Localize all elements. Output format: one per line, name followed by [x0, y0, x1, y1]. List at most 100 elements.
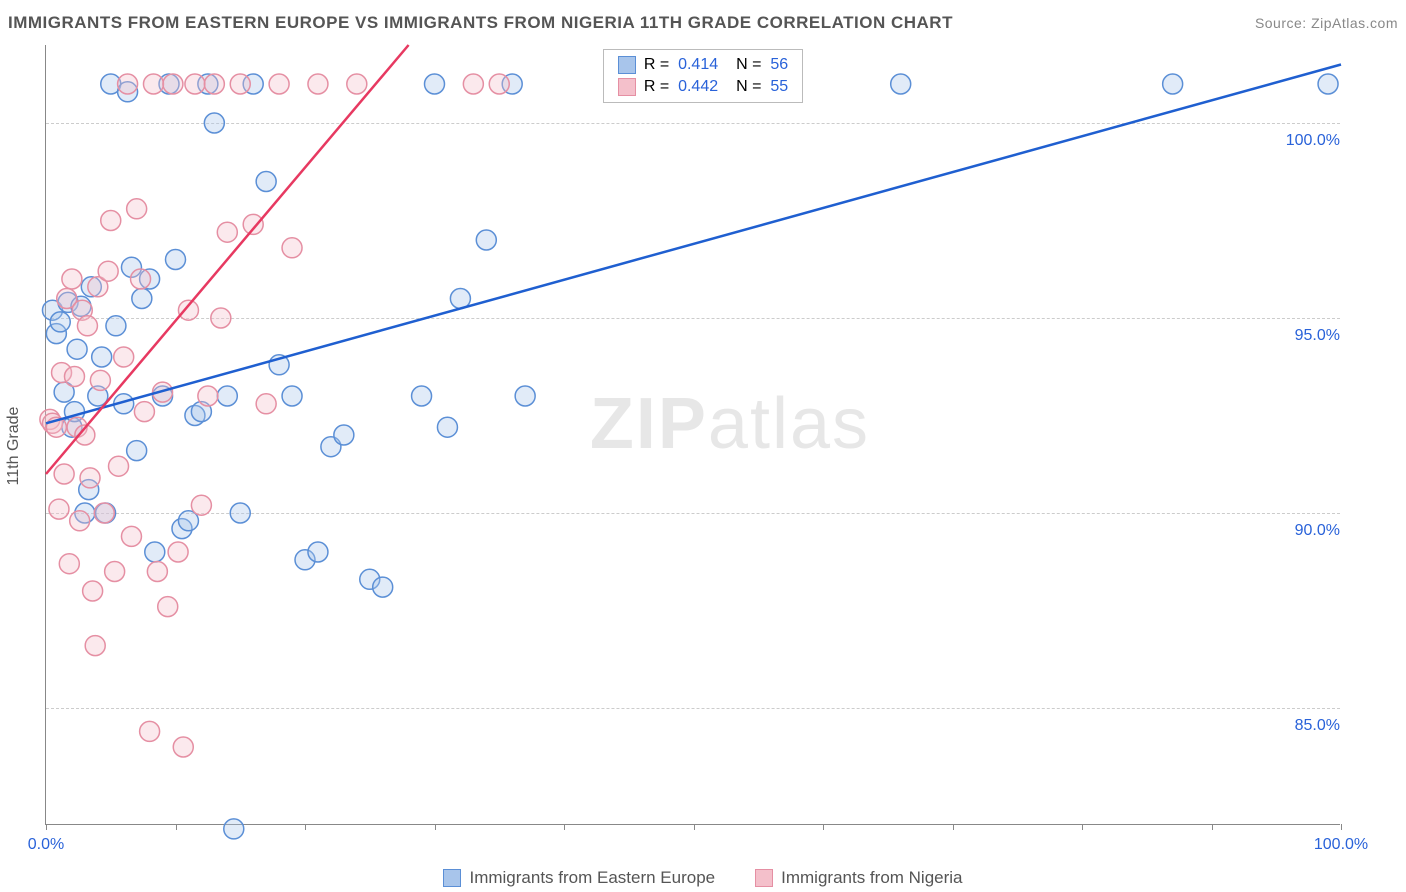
x-tick	[564, 824, 565, 830]
data-point	[334, 425, 354, 445]
legend-swatch	[443, 869, 461, 887]
data-point	[85, 636, 105, 656]
data-point	[70, 511, 90, 531]
data-point	[412, 386, 432, 406]
plot-area: ZIPatlas R = 0.414N = 56R = 0.442N = 55 …	[45, 45, 1340, 825]
x-tick-label: 100.0%	[1314, 836, 1368, 854]
x-tick	[1212, 824, 1213, 830]
data-point	[114, 347, 134, 367]
x-tick	[823, 824, 824, 830]
data-point	[145, 542, 165, 562]
data-point	[127, 441, 147, 461]
data-point	[308, 542, 328, 562]
y-axis-label: 11th Grade	[5, 407, 23, 486]
legend-n-label: N = 56	[736, 56, 788, 74]
legend-swatch	[618, 78, 636, 96]
data-point	[134, 402, 154, 422]
legend-bottom-label: Immigrants from Nigeria	[781, 868, 962, 888]
data-point	[224, 819, 244, 839]
data-point	[158, 597, 178, 617]
legend-row: R = 0.442N = 55	[604, 76, 802, 98]
data-point	[168, 542, 188, 562]
data-point	[204, 113, 224, 133]
data-point	[50, 312, 70, 332]
x-tick-label: 0.0%	[28, 836, 64, 854]
data-point	[489, 74, 509, 94]
data-point	[230, 503, 250, 523]
data-point	[515, 386, 535, 406]
legend-r-label: R = 0.442	[644, 78, 718, 96]
title-bar: IMMIGRANTS FROM EASTERN EUROPE VS IMMIGR…	[8, 8, 1398, 38]
data-point	[143, 74, 163, 94]
x-tick	[176, 824, 177, 830]
legend-r-label: R = 0.414	[644, 56, 718, 74]
data-point	[127, 199, 147, 219]
legend-correlation: R = 0.414 N = 56 R = 0.442N = 55	[603, 49, 803, 103]
data-point	[132, 289, 152, 309]
data-point	[54, 464, 74, 484]
data-point	[1163, 74, 1183, 94]
legend-swatch	[755, 869, 773, 887]
x-tick	[1082, 824, 1083, 830]
data-point	[98, 261, 118, 281]
data-point	[118, 74, 138, 94]
x-tick	[1341, 824, 1342, 830]
data-point	[173, 737, 193, 757]
data-point	[121, 526, 141, 546]
data-point	[282, 238, 302, 258]
data-point	[269, 74, 289, 94]
trend-line	[46, 45, 409, 474]
data-point	[92, 347, 112, 367]
x-tick	[953, 824, 954, 830]
data-point	[67, 339, 87, 359]
legend-bottom-item: Immigrants from Eastern Europe	[443, 868, 715, 888]
data-point	[217, 386, 237, 406]
data-point	[347, 74, 367, 94]
chart-title: IMMIGRANTS FROM EASTERN EUROPE VS IMMIGR…	[8, 13, 953, 33]
source-label: Source: ZipAtlas.com	[1255, 15, 1398, 31]
data-point	[243, 214, 263, 234]
data-point	[109, 456, 129, 476]
data-point	[147, 562, 167, 582]
data-point	[230, 74, 250, 94]
data-point	[1318, 74, 1338, 94]
data-point	[211, 308, 231, 328]
data-point	[83, 581, 103, 601]
chart-svg	[46, 45, 1340, 824]
data-point	[140, 721, 160, 741]
x-tick	[694, 824, 695, 830]
legend-row: R = 0.414 N = 56	[604, 54, 802, 76]
data-point	[373, 577, 393, 597]
legend-swatch	[618, 56, 636, 74]
data-point	[64, 367, 84, 387]
data-point	[204, 74, 224, 94]
data-point	[77, 316, 97, 336]
legend-series: Immigrants from Eastern Europe Immigrants…	[0, 868, 1406, 888]
data-point	[163, 74, 183, 94]
data-point	[185, 74, 205, 94]
data-point	[256, 172, 276, 192]
data-point	[80, 468, 100, 488]
data-point	[62, 269, 82, 289]
data-point	[308, 74, 328, 94]
data-point	[217, 222, 237, 242]
data-point	[94, 503, 114, 523]
legend-bottom-label: Immigrants from Eastern Europe	[469, 868, 715, 888]
data-point	[256, 394, 276, 414]
data-point	[90, 370, 110, 390]
legend-bottom-item: Immigrants from Nigeria	[755, 868, 962, 888]
data-point	[463, 74, 483, 94]
data-point	[476, 230, 496, 250]
data-point	[437, 417, 457, 437]
data-point	[891, 74, 911, 94]
data-point	[191, 495, 211, 515]
data-point	[198, 386, 218, 406]
data-point	[59, 554, 79, 574]
data-point	[282, 386, 302, 406]
data-point	[101, 211, 121, 231]
x-tick	[435, 824, 436, 830]
data-point	[425, 74, 445, 94]
data-point	[49, 499, 69, 519]
data-point	[178, 300, 198, 320]
data-point	[131, 269, 151, 289]
